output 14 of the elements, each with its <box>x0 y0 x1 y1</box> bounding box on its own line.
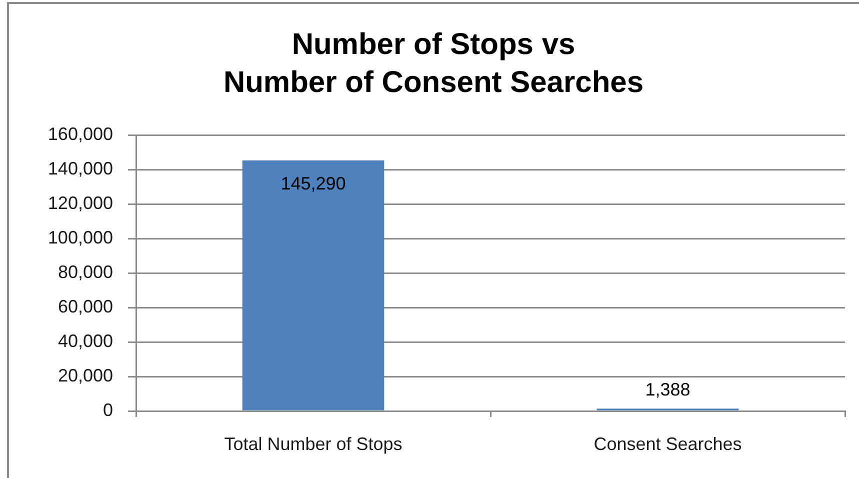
y-tick-label: 40,000 <box>58 330 113 351</box>
x-tick-label: Consent Searches <box>594 434 742 454</box>
y-tick-label: 100,000 <box>48 227 113 248</box>
x-tick-label: Total Number of Stops <box>224 434 402 454</box>
y-tick-label: 20,000 <box>58 365 113 386</box>
y-tick-label: 140,000 <box>48 158 113 178</box>
y-tick-label: 60,000 <box>58 296 113 316</box>
y-tick-label: 160,000 <box>48 124 113 144</box>
data-label: 1,388 <box>645 380 690 400</box>
y-tick-label: 0 <box>102 400 113 420</box>
y-tick-label: 80,000 <box>58 262 113 282</box>
y-tick-label: 120,000 <box>48 192 113 213</box>
chart-title: Number of Stops vs Number of Consent Searches <box>222 27 645 101</box>
data-label: 145,290 <box>280 173 346 194</box>
